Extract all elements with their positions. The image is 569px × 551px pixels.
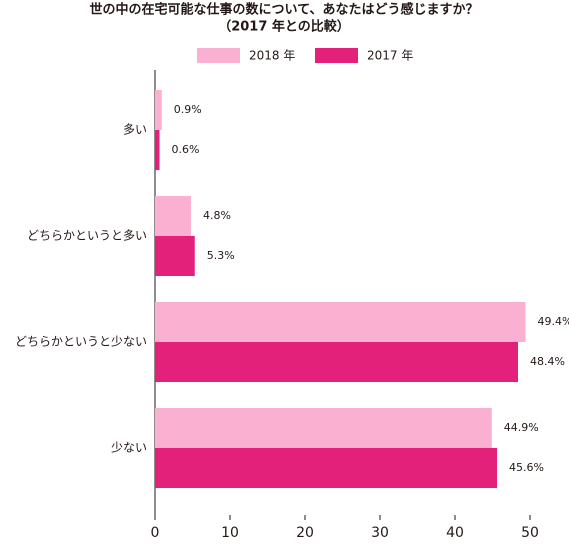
value-label: 45.6% — [509, 461, 544, 474]
bar — [155, 90, 162, 130]
legend-label: 2018 年 — [249, 49, 295, 63]
value-label: 48.4% — [530, 355, 565, 368]
legend-swatch — [315, 48, 358, 63]
y-tick-label: どちらかというと多い — [27, 229, 147, 243]
value-label: 0.6% — [172, 143, 200, 156]
chart-subtitle: （2017 年との比較） — [218, 19, 350, 35]
x-tick-label: 50 — [521, 525, 539, 541]
legend-swatch — [197, 48, 240, 63]
x-tick-label: 10 — [221, 525, 239, 541]
bar — [155, 196, 191, 236]
y-tick-label: 多い — [123, 123, 147, 137]
chart-title: 世の中の在宅可能な仕事の数について、あなたはどう感じますか？ — [90, 2, 479, 18]
bar — [155, 342, 518, 382]
x-tick-label: 40 — [446, 525, 464, 541]
value-label: 5.3% — [207, 249, 235, 262]
bar — [155, 302, 526, 342]
value-label: 44.9% — [504, 421, 539, 434]
x-tick-label: 0 — [151, 525, 160, 541]
y-tick-label: 少ない — [111, 441, 147, 455]
legend-label: 2017 年 — [367, 49, 413, 63]
x-tick-label: 30 — [371, 525, 389, 541]
bar — [155, 448, 497, 488]
bar — [155, 408, 492, 448]
value-label: 0.9% — [174, 103, 202, 116]
value-label: 49.4% — [538, 315, 569, 328]
bar — [155, 130, 160, 170]
y-tick-label: どちらかというと少ない — [15, 335, 147, 349]
bar — [155, 236, 195, 276]
x-tick-label: 20 — [296, 525, 314, 541]
value-label: 4.8% — [203, 209, 231, 222]
